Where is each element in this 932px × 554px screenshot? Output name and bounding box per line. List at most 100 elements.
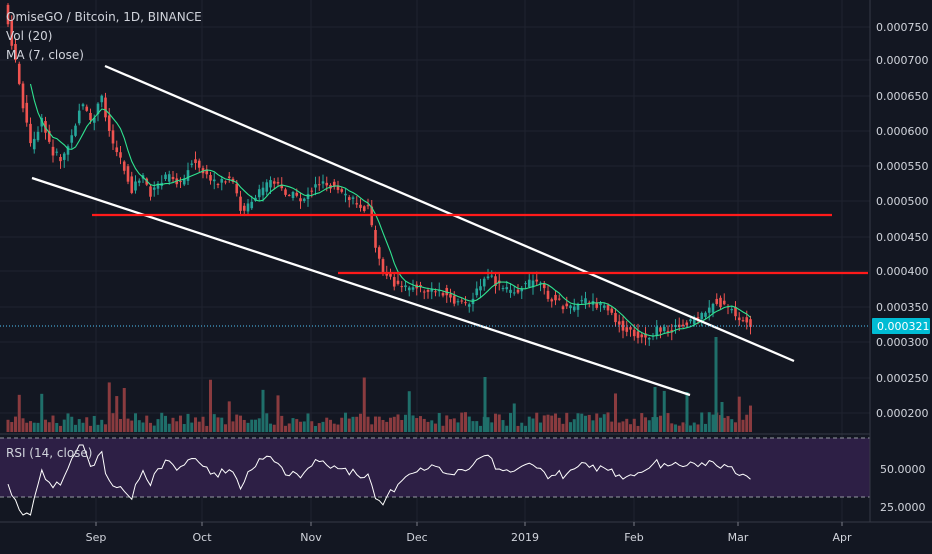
candle[interactable] bbox=[569, 304, 572, 314]
candle[interactable] bbox=[62, 151, 66, 168]
candle[interactable] bbox=[430, 282, 434, 300]
candle[interactable] bbox=[47, 124, 51, 144]
candle[interactable] bbox=[595, 297, 599, 310]
candle[interactable] bbox=[77, 103, 81, 126]
candle[interactable] bbox=[452, 291, 456, 307]
candle[interactable] bbox=[685, 320, 689, 329]
candle[interactable] bbox=[734, 301, 737, 321]
candle[interactable] bbox=[265, 179, 269, 196]
candle[interactable] bbox=[314, 176, 317, 196]
candle[interactable] bbox=[272, 177, 276, 190]
candle[interactable] bbox=[715, 293, 719, 306]
candle[interactable] bbox=[629, 325, 632, 337]
candle[interactable] bbox=[119, 145, 122, 165]
candle[interactable] bbox=[722, 293, 726, 306]
candle[interactable] bbox=[332, 179, 336, 190]
candle[interactable] bbox=[482, 276, 486, 291]
candle[interactable] bbox=[351, 195, 355, 205]
candle[interactable] bbox=[14, 39, 17, 63]
candle[interactable] bbox=[29, 117, 32, 147]
candle[interactable] bbox=[96, 102, 100, 122]
candle[interactable] bbox=[580, 295, 584, 305]
candle[interactable] bbox=[546, 284, 550, 302]
candle[interactable] bbox=[257, 184, 261, 202]
candle[interactable] bbox=[621, 316, 625, 339]
candle[interactable] bbox=[494, 271, 497, 294]
candle[interactable] bbox=[479, 278, 482, 299]
candle[interactable] bbox=[636, 323, 640, 344]
candle[interactable] bbox=[741, 316, 745, 323]
candle[interactable] bbox=[572, 298, 576, 313]
candle[interactable] bbox=[130, 171, 134, 195]
candle[interactable] bbox=[700, 311, 704, 327]
candle[interactable] bbox=[156, 181, 160, 195]
candle[interactable] bbox=[224, 180, 227, 185]
candle[interactable] bbox=[441, 290, 445, 298]
candle[interactable] bbox=[584, 291, 587, 309]
candle[interactable] bbox=[640, 332, 644, 344]
candle[interactable] bbox=[269, 176, 272, 194]
candle[interactable] bbox=[299, 192, 302, 209]
candle[interactable] bbox=[557, 294, 561, 301]
candle[interactable] bbox=[659, 326, 662, 339]
candle[interactable] bbox=[539, 281, 542, 292]
candle[interactable] bbox=[426, 287, 430, 299]
candle[interactable] bbox=[749, 315, 752, 335]
candle[interactable] bbox=[565, 296, 569, 309]
candle[interactable] bbox=[239, 190, 242, 215]
candle[interactable] bbox=[171, 170, 175, 183]
candle[interactable] bbox=[516, 284, 520, 295]
candle[interactable] bbox=[347, 195, 351, 208]
candle[interactable] bbox=[302, 197, 306, 203]
candle[interactable] bbox=[396, 272, 400, 286]
candle[interactable] bbox=[400, 281, 404, 293]
candle[interactable] bbox=[362, 205, 366, 213]
candle[interactable] bbox=[32, 131, 36, 154]
candle[interactable] bbox=[554, 290, 557, 306]
candle[interactable] bbox=[524, 281, 527, 289]
candle[interactable] bbox=[490, 270, 494, 279]
candle[interactable] bbox=[246, 199, 250, 216]
candle[interactable] bbox=[167, 170, 171, 185]
candle[interactable] bbox=[122, 160, 126, 175]
candle[interactable] bbox=[730, 305, 734, 314]
candle[interactable] bbox=[287, 194, 291, 197]
candle[interactable] bbox=[179, 177, 182, 189]
candle[interactable] bbox=[614, 308, 617, 327]
candle[interactable] bbox=[449, 288, 452, 303]
candle[interactable] bbox=[377, 245, 381, 266]
candle[interactable] bbox=[212, 172, 216, 190]
candle[interactable] bbox=[186, 162, 190, 186]
candle[interactable] bbox=[655, 320, 659, 340]
candle[interactable] bbox=[284, 187, 287, 197]
candle[interactable] bbox=[115, 140, 119, 157]
candle[interactable] bbox=[456, 298, 460, 306]
candle[interactable] bbox=[512, 286, 516, 296]
candle[interactable] bbox=[254, 194, 257, 202]
candle[interactable] bbox=[134, 175, 137, 194]
candle[interactable] bbox=[137, 178, 141, 187]
candle[interactable] bbox=[194, 151, 197, 170]
candle[interactable] bbox=[505, 280, 509, 293]
candle[interactable] bbox=[711, 302, 715, 318]
candle[interactable] bbox=[317, 176, 321, 191]
candle[interactable] bbox=[250, 195, 254, 210]
candle[interactable] bbox=[531, 274, 535, 295]
candle[interactable] bbox=[445, 284, 449, 303]
candle[interactable] bbox=[36, 126, 40, 143]
candle[interactable] bbox=[182, 174, 186, 187]
candle[interactable] bbox=[59, 154, 62, 169]
candle[interactable] bbox=[422, 289, 426, 300]
candle[interactable] bbox=[104, 92, 107, 122]
candle[interactable] bbox=[737, 312, 741, 326]
candle[interactable] bbox=[209, 171, 212, 185]
candle[interactable] bbox=[25, 94, 29, 127]
candle[interactable] bbox=[355, 196, 359, 208]
candle[interactable] bbox=[197, 158, 201, 173]
candle[interactable] bbox=[344, 188, 347, 203]
candle[interactable] bbox=[100, 94, 104, 108]
candle[interactable] bbox=[149, 184, 152, 201]
candle[interactable] bbox=[719, 295, 722, 310]
